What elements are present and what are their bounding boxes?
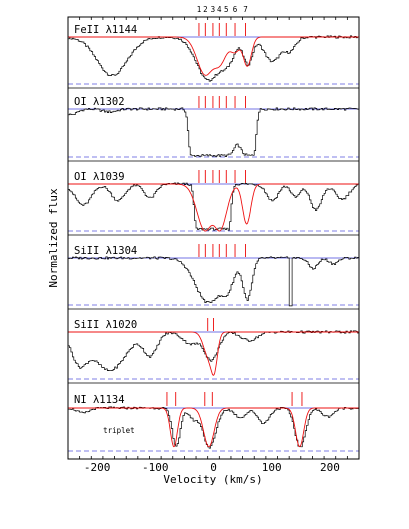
panel-label: OI λ1302	[74, 96, 125, 108]
panel-4: SiII λ1020	[68, 308, 360, 380]
x-axis-title: Velocity (km/s)	[163, 473, 262, 486]
panel-label: NI λ1134	[74, 394, 125, 406]
observed-spectrum	[68, 182, 360, 231]
x-tick-label: 0	[210, 461, 217, 474]
model-fit	[68, 331, 359, 376]
panel-label: OI λ1039	[74, 171, 125, 183]
panel-2: OI λ1039	[68, 160, 360, 232]
panels-layer: FeII λ1144 OI λ1302 OI λ1039 SiII λ1304 SiII…	[68, 23, 360, 452]
x-tick-label: 100	[262, 461, 282, 474]
panel-1: OI λ1302	[68, 87, 360, 158]
component-label: 2	[203, 5, 208, 14]
x-tick-label: -100	[142, 461, 169, 474]
observed-spectrum	[68, 330, 360, 371]
panel-5: NI λ1134 triplet	[68, 382, 360, 452]
component-label: 3	[211, 5, 216, 14]
observed-spectrum	[68, 107, 360, 158]
panel-3: SiII λ1304	[68, 234, 360, 307]
model-fit	[68, 407, 359, 448]
panel-label: SiII λ1020	[74, 319, 137, 331]
observed-spectrum	[68, 256, 360, 307]
component-label: 6	[233, 5, 238, 14]
y-axis-title: Normalized flux	[47, 188, 60, 288]
x-tick-label: -200	[84, 461, 111, 474]
panel-label: SiII λ1304	[74, 245, 137, 257]
panel-0: FeII λ1144	[68, 23, 360, 85]
component-label: 7	[243, 5, 248, 14]
component-label: 1	[197, 5, 202, 14]
observed-spectrum	[68, 35, 360, 82]
panel-label: FeII λ1144	[74, 24, 137, 36]
component-label: 5	[224, 5, 229, 14]
model-fit	[68, 183, 359, 232]
x-axis: -200 -100 0 100 200	[67, 17, 360, 474]
panel-note: triplet	[103, 426, 135, 435]
x-tick-label: 200	[320, 461, 340, 474]
plot-frame	[67, 16, 360, 460]
model-fit	[68, 36, 359, 76]
component-label: 4	[217, 5, 222, 14]
